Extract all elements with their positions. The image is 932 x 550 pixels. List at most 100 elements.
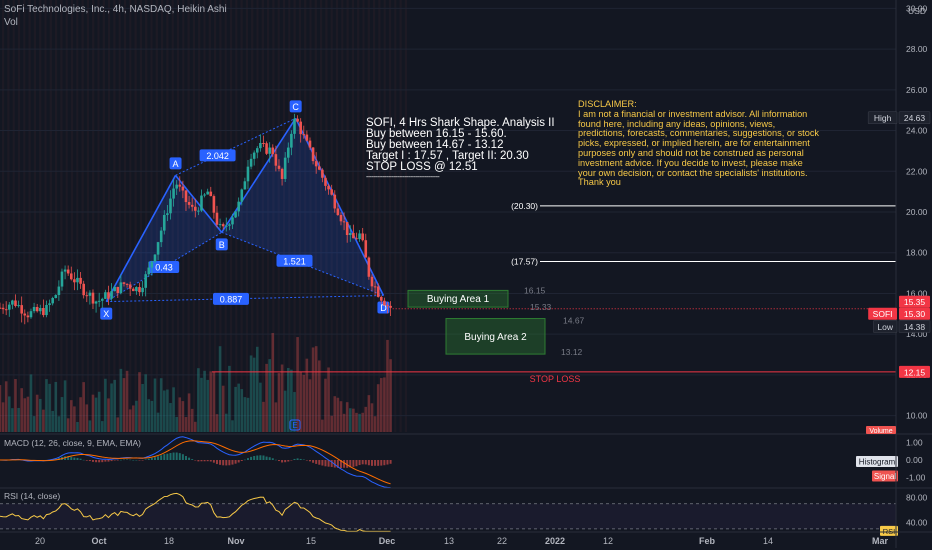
macd-histogram-bar <box>250 456 253 460</box>
volume-bar <box>60 397 64 432</box>
candle-body <box>197 210 200 212</box>
badge-value: 14.38 <box>904 322 926 332</box>
candle <box>324 175 327 191</box>
pattern-point-a[interactable]: A <box>169 157 182 170</box>
volume-bar <box>11 408 14 432</box>
candle-body <box>150 261 154 268</box>
candle-body <box>265 143 268 154</box>
pattern-ratio[interactable]: 0.43 <box>148 260 180 273</box>
candle-body <box>311 147 315 162</box>
candle-body <box>91 292 95 304</box>
disclaimer-line: predictions, forecasts, commentaries, su… <box>578 128 820 139</box>
candle-body <box>60 271 64 287</box>
candle <box>166 205 169 222</box>
candle <box>107 285 110 306</box>
price-levels[interactable]: (20.30) (17.57) STOP LOSS <box>212 201 896 384</box>
zone-top-label: 14.67 <box>563 316 585 326</box>
macd-histogram-bar <box>383 460 386 466</box>
candle-body <box>206 191 209 195</box>
volume-bar <box>373 416 377 432</box>
session-stripe <box>314 0 317 432</box>
candle <box>293 113 296 139</box>
zone-rect[interactable] <box>445 318 546 355</box>
candle-body <box>212 196 216 213</box>
candle-body <box>135 287 138 292</box>
macd-histogram-bar <box>333 460 336 468</box>
volume-bar <box>345 402 349 432</box>
candle <box>311 147 315 165</box>
pattern-point-c[interactable]: C <box>289 100 302 113</box>
macd-histogram-bar <box>129 459 132 461</box>
volume-bar <box>352 408 355 432</box>
volume-bar <box>125 370 129 432</box>
candle <box>4 301 8 316</box>
session-stripe <box>44 0 47 432</box>
candle-body <box>358 233 361 240</box>
ratio-badge <box>148 260 180 273</box>
buying-zones[interactable]: Buying Area 1 16.15 15.33 Buying Area 2 14.6… <box>407 285 585 358</box>
candle <box>128 281 132 296</box>
session-stripe <box>219 0 222 432</box>
volume-bar <box>324 378 327 432</box>
candle <box>308 137 312 150</box>
candle <box>35 303 39 313</box>
buying-zone[interactable]: Buying Area 1 16.15 15.33 <box>407 285 552 312</box>
volume-bar <box>333 396 337 432</box>
pattern-point-d[interactable]: D <box>377 301 390 314</box>
pattern-point-b[interactable]: B <box>215 238 228 251</box>
volume-bar <box>131 405 135 432</box>
pattern-ratio[interactable]: 2.042 <box>199 149 236 162</box>
candle <box>200 189 203 213</box>
pattern-ratio[interactable]: 1.521 <box>276 254 313 267</box>
macd-histogram-bar <box>302 459 305 460</box>
candle-body <box>32 306 36 312</box>
pattern-leg[interactable] <box>221 117 297 233</box>
pattern-leg[interactable] <box>105 174 177 302</box>
candle-body <box>330 189 333 195</box>
volume-bar <box>212 371 216 432</box>
buying-zone[interactable]: Buying Area 2 14.67 13.12 <box>445 316 585 358</box>
zone-rect[interactable] <box>407 289 509 308</box>
price-tick: 18.00 <box>906 248 928 258</box>
volume-bar <box>54 381 58 432</box>
candle <box>314 152 318 174</box>
volume-bar <box>330 415 333 432</box>
macd-histogram-bar <box>135 459 138 461</box>
volume-bar <box>156 412 160 432</box>
macd-histogram-bar <box>321 460 324 466</box>
candle <box>259 134 262 152</box>
currency-label: USD <box>908 6 926 16</box>
volume-bar <box>262 401 265 432</box>
candle-body <box>156 242 160 255</box>
macd-histogram-bar <box>364 460 367 465</box>
macd-histogram-bar <box>296 458 299 460</box>
candle <box>175 180 178 195</box>
candle <box>383 297 386 307</box>
volume-bar <box>76 421 79 432</box>
badge-value: 24.63 <box>904 113 926 123</box>
candle <box>1 303 5 314</box>
price-level[interactable]: STOP LOSS <box>212 371 896 384</box>
price-tick: 16.00 <box>906 288 928 298</box>
session-stripe <box>70 0 74 432</box>
tag-bg <box>880 525 898 536</box>
candle-body <box>100 298 104 301</box>
volume-bar <box>116 417 120 432</box>
candle <box>231 213 234 230</box>
macd-histogram-bar <box>324 460 327 467</box>
earnings-event-icon[interactable]: E <box>289 419 301 431</box>
price-level[interactable]: (17.57) <box>511 256 896 266</box>
pattern-point-x[interactable]: X <box>100 307 113 320</box>
price-level[interactable]: (20.30) <box>511 201 896 211</box>
candle-body <box>45 304 48 316</box>
macd-histogram-bar <box>287 460 290 462</box>
volume-bar <box>104 378 107 432</box>
candle <box>113 285 116 292</box>
candle-body <box>221 224 225 227</box>
macd-histogram-bar <box>104 460 107 462</box>
ratio-badge <box>276 254 313 267</box>
pattern-ratio[interactable]: 0.887 <box>212 292 249 305</box>
disclaimer[interactable]: DISCLAIMER: I am not a financial or inve… <box>578 99 828 188</box>
harmonic-pattern[interactable]: X A B C D 0.43 2.042 1.521 0.887 <box>100 100 390 320</box>
